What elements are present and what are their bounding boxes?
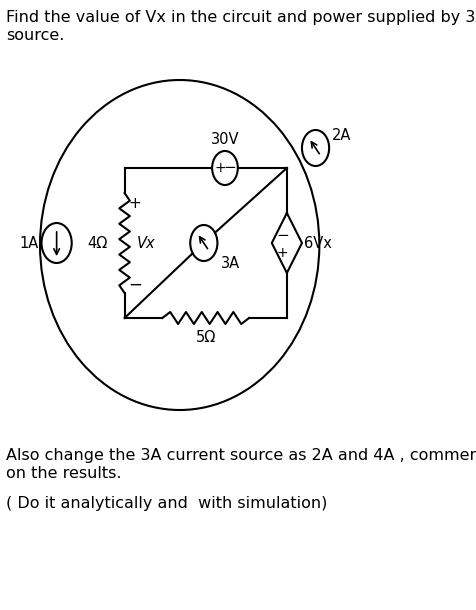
Text: −: − [276,228,288,243]
Text: Vx: Vx [136,235,155,251]
Text: 30V: 30V [210,132,239,148]
Text: ( Do it analytically and  with simulation): ( Do it analytically and with simulation… [6,496,327,511]
Text: 6Vx: 6Vx [304,235,331,251]
Text: source.: source. [6,28,64,43]
Text: Also change the 3A current source as 2A and 4A , comment: Also change the 3A current source as 2A … [6,448,476,463]
Text: +: + [214,161,226,175]
Text: +: + [128,195,141,210]
Text: 4Ω: 4Ω [88,235,108,251]
Text: 3A: 3A [220,256,239,270]
Text: −: − [223,160,235,176]
Text: on the results.: on the results. [6,466,121,481]
Text: 1A: 1A [19,235,39,251]
Text: 5Ω: 5Ω [195,331,216,345]
Text: Find the value of Vx in the circuit and power supplied by 3A: Find the value of Vx in the circuit and … [6,10,476,25]
Text: −: − [128,276,142,294]
Text: +: + [276,246,288,260]
Text: 2A: 2A [331,129,351,143]
